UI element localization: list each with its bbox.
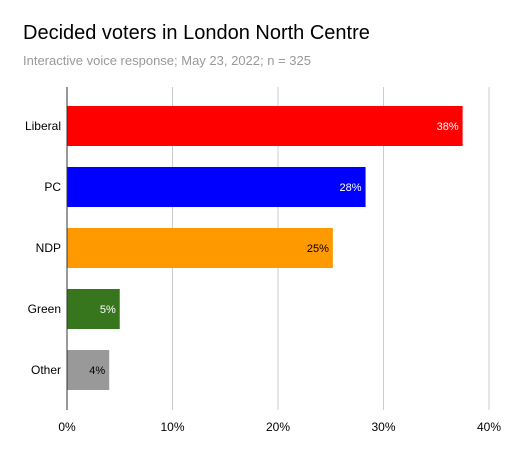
category-label: Other — [31, 363, 61, 377]
x-tick-label: 10% — [160, 420, 184, 434]
x-tick-label: 20% — [266, 420, 290, 434]
data-label: 38% — [437, 121, 459, 133]
category-label: NDP — [36, 241, 61, 255]
x-tick-label: 30% — [371, 420, 395, 434]
data-label: 25% — [307, 243, 329, 255]
category-label: Liberal — [25, 119, 61, 133]
data-label: 4% — [89, 365, 105, 377]
data-label: 5% — [100, 304, 116, 316]
data-label: 28% — [340, 182, 362, 194]
x-tick-label: 0% — [58, 420, 76, 434]
bar — [67, 106, 463, 146]
bars: 38% 28% 25% 5% 4% — [67, 106, 463, 390]
axes: 0% 10% 20% 30% 40% Liberal PC NDP Green Other — [25, 87, 501, 434]
x-tick-label: 40% — [477, 420, 501, 434]
bar — [67, 167, 366, 207]
bar — [67, 289, 120, 329]
category-label: PC — [44, 180, 61, 194]
bar — [67, 228, 333, 268]
bar — [67, 350, 110, 390]
chart-subtitle: Interactive voice response; May 23, 2022… — [23, 53, 311, 68]
chart-title: Decided voters in London North Centre — [23, 22, 370, 44]
category-label: Green — [28, 302, 61, 316]
